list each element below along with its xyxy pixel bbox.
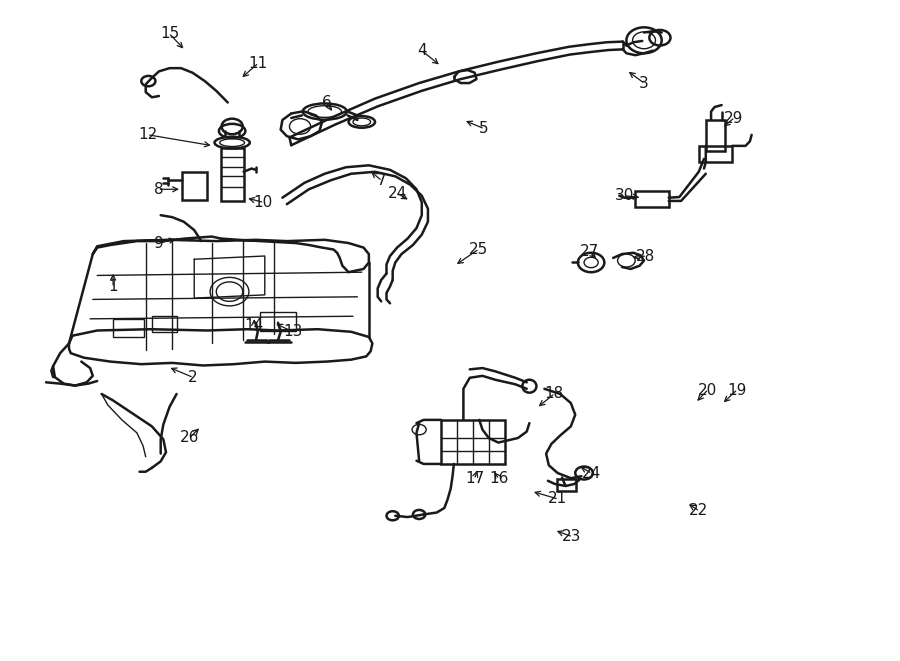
Text: 16: 16 [489,471,508,486]
Bar [635,191,669,208]
Text: 29: 29 [724,110,743,126]
Bar [220,148,244,201]
Text: 7: 7 [376,173,386,188]
Bar [698,146,733,162]
Bar [706,120,725,151]
Text: 12: 12 [139,128,158,142]
Bar [113,319,144,337]
Text: 8: 8 [154,182,164,197]
Text: 4: 4 [417,43,427,58]
Text: 19: 19 [727,383,746,398]
Text: 1: 1 [108,279,118,294]
Text: 14: 14 [245,318,264,333]
Text: 24: 24 [581,465,600,481]
Bar [152,316,176,332]
Text: 27: 27 [580,244,599,259]
Text: 11: 11 [248,56,267,71]
Text: 3: 3 [639,75,649,91]
Text: 25: 25 [469,242,488,257]
Text: 5: 5 [479,121,489,136]
Text: 22: 22 [689,503,708,518]
Bar [557,479,576,491]
Text: 6: 6 [321,95,331,110]
Text: 15: 15 [160,26,179,42]
Text: 21: 21 [548,491,567,506]
Text: 23: 23 [562,529,581,544]
Text: 26: 26 [180,430,200,445]
Text: 18: 18 [544,387,563,401]
Bar [441,420,505,464]
Text: 13: 13 [284,325,302,339]
Text: 24: 24 [388,186,407,201]
Text: 17: 17 [465,471,484,486]
Text: 9: 9 [154,235,164,251]
Text: 28: 28 [636,249,655,264]
Bar [182,173,207,200]
Text: 30: 30 [615,188,634,204]
Bar [260,313,295,330]
Text: 2: 2 [187,369,197,385]
Text: 20: 20 [698,383,717,398]
Text: 10: 10 [254,195,273,210]
